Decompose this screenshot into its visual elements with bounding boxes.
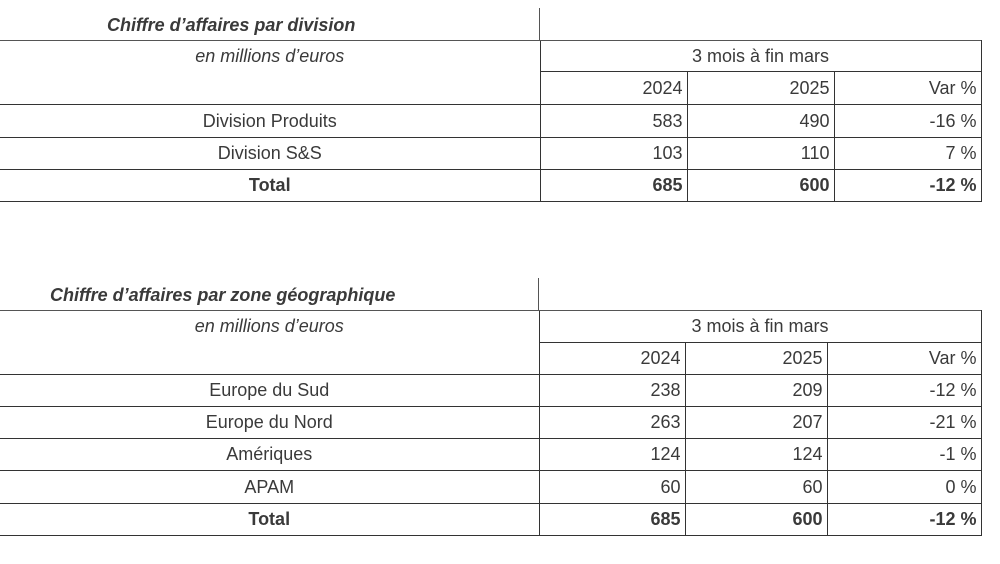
period-header: 3 mois à fin mars [538,310,982,343]
cell-2025: 490 [686,104,834,138]
cell-2024: 238 [538,374,685,407]
cell-2024: 103 [539,137,687,170]
geography-table-title: Chiffre d’affaires par zone géographique [50,285,396,305]
cell-2025: 60 [684,470,827,504]
row-label: Division Produits [0,104,540,138]
table-row: Europe du Nord 263 207 -21 % [0,406,982,439]
total-row: Total 685 600 -12 % [0,169,982,202]
cell-var: 0 % [826,470,982,504]
total-row: Total 685 600 -12 % [0,503,982,536]
total-2025: 600 [684,503,827,536]
cell-2024: 60 [538,470,685,504]
cell-2025: 207 [684,406,827,439]
table-row: APAM 60 60 0 % [0,470,982,504]
col-header-2024: 2024 [538,342,685,375]
divider [538,278,539,310]
unit-label: en millions d’euros [0,310,539,375]
cell-2024: 583 [539,104,687,138]
unit-label: en millions d’euros [0,40,540,105]
table-row: Europe du Sud 238 209 -12 % [0,374,982,407]
row-label: Europe du Sud [0,374,539,407]
division-table-title: Chiffre d’affaires par division [107,15,356,35]
total-label: Total [0,169,540,202]
total-label: Total [0,503,539,536]
total-var: -12 % [826,503,982,536]
cell-2024: 263 [538,406,685,439]
col-header-2025: 2025 [684,342,827,375]
table-row: Amériques 124 124 -1 % [0,438,982,471]
total-var: -12 % [833,169,982,202]
col-header-2025: 2025 [686,71,834,105]
cell-var: -12 % [826,374,982,407]
row-label: Division S&S [0,137,540,170]
cell-var: -21 % [826,406,982,439]
col-header-var: Var % [833,71,982,105]
cell-var: -16 % [833,104,982,138]
col-header-var: Var % [826,342,982,375]
cell-2025: 124 [684,438,827,471]
row-label: APAM [0,470,539,504]
period-header: 3 mois à fin mars [539,40,982,72]
divider [539,8,540,40]
geography-revenue-table: en millions d’euros 3 mois à fin mars 20… [0,310,982,536]
cell-var: 7 % [833,137,982,170]
row-label: Amériques [0,438,539,471]
total-2024: 685 [538,503,685,536]
cell-2025: 209 [684,374,827,407]
col-header-2024: 2024 [539,71,687,105]
table-row: Division S&S 103 110 7 % [0,137,982,170]
cell-var: -1 % [826,438,982,471]
row-label: Europe du Nord [0,406,539,439]
division-revenue-table: en millions d’euros 3 mois à fin mars 20… [0,40,982,202]
total-2025: 600 [686,169,834,202]
total-2024: 685 [539,169,687,202]
cell-2024: 124 [538,438,685,471]
table-row: Division Produits 583 490 -16 % [0,104,982,138]
cell-2025: 110 [686,137,834,170]
